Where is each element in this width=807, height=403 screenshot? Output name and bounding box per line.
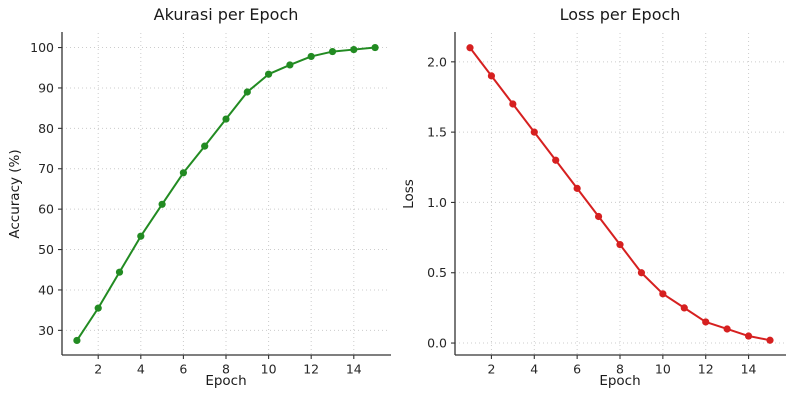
data-point-marker — [487, 72, 496, 80]
data-point-marker — [509, 100, 517, 108]
loss-x-axis-label: Epoch — [599, 373, 641, 389]
x-tick-label: 4 — [137, 362, 145, 377]
data-point-marker — [286, 61, 294, 69]
y-tick-label: 40 — [38, 282, 54, 297]
x-tick-label: 6 — [573, 362, 581, 377]
data-point-marker — [179, 169, 188, 177]
data-point-marker — [466, 44, 474, 52]
x-tick-label: 10 — [261, 362, 277, 377]
x-tick-label: 2 — [487, 362, 495, 377]
y-tick-label: 50 — [38, 242, 54, 257]
data-point-marker — [307, 52, 315, 61]
data-point-marker — [530, 128, 538, 136]
accuracy-y-axis-label: Accuracy (%) — [7, 149, 23, 239]
loss-plot-group: 2 4 6 8 10 12 14 0.0 0.5 1.0 1.5 2.0 — [427, 32, 786, 377]
x-tick-label: 2 — [94, 362, 102, 377]
data-point-marker — [115, 268, 124, 276]
y-tick-label: 60 — [38, 202, 54, 217]
data-point-marker — [702, 318, 710, 326]
y-tick-label: 30 — [38, 323, 54, 338]
accuracy-chart-title: Akurasi per Epoch — [153, 5, 299, 24]
x-tick-label: 12 — [698, 362, 714, 377]
x-tick-label: 6 — [179, 362, 187, 377]
data-point-marker — [659, 290, 667, 298]
data-point-marker — [766, 336, 774, 344]
data-point-marker — [723, 325, 731, 333]
y-tick-label: 0.0 — [427, 336, 447, 351]
data-point-marker — [680, 304, 688, 312]
y-tick-label: 1.0 — [427, 195, 447, 210]
data-point-marker — [371, 43, 379, 52]
data-point-marker — [350, 45, 358, 54]
y-tick-label: 90 — [38, 80, 54, 95]
x-tick-label: 12 — [303, 362, 319, 377]
data-point-marker — [222, 115, 230, 123]
y-tick-label: 80 — [38, 121, 54, 136]
data-point-marker — [94, 304, 102, 312]
loss-tick-marks — [451, 61, 750, 359]
data-point-marker — [137, 232, 145, 240]
accuracy-data-markers — [73, 43, 379, 345]
loss-grid — [455, 33, 785, 355]
loss-data-markers — [466, 44, 774, 344]
x-tick-label: 4 — [530, 362, 538, 377]
data-point-marker — [201, 142, 209, 150]
data-point-marker — [594, 212, 603, 221]
data-point-marker — [637, 269, 646, 277]
data-point-marker — [552, 156, 560, 164]
y-tick-label: 1.5 — [427, 125, 447, 140]
y-tick-label: 100 — [30, 40, 54, 55]
data-point-marker — [264, 70, 273, 78]
loss-tick-labels: 2 4 6 8 10 12 14 0.0 0.5 1.0 1.5 2.0 — [427, 54, 756, 376]
data-point-marker — [158, 200, 166, 208]
accuracy-x-axis-label: Epoch — [205, 373, 247, 389]
data-point-marker — [73, 336, 81, 345]
data-point-marker — [744, 332, 753, 340]
data-point-marker — [616, 241, 624, 249]
x-tick-label: 8 — [222, 362, 230, 377]
x-tick-label: 8 — [616, 362, 624, 377]
x-tick-label: 10 — [655, 362, 671, 377]
y-tick-label: 2.0 — [427, 54, 447, 69]
data-point-marker — [328, 47, 337, 56]
y-tick-label: 0.5 — [427, 265, 447, 280]
data-point-marker — [573, 184, 581, 192]
data-point-marker — [243, 88, 251, 96]
x-tick-label: 14 — [741, 362, 757, 377]
accuracy-tick-marks — [58, 46, 355, 359]
x-tick-label: 14 — [346, 362, 362, 377]
accuracy-plot-group: 2 4 6 8 10 12 14 30 40 50 60 70 80 90 100 — [30, 32, 391, 377]
y-tick-label: 70 — [38, 161, 54, 176]
loss-chart-title: Loss per Epoch — [559, 5, 681, 24]
accuracy-tick-labels: 2 4 6 8 10 12 14 30 40 50 60 70 80 90 100 — [30, 40, 362, 377]
loss-y-axis-label: Loss — [401, 179, 417, 209]
accuracy-grid — [62, 33, 390, 355]
